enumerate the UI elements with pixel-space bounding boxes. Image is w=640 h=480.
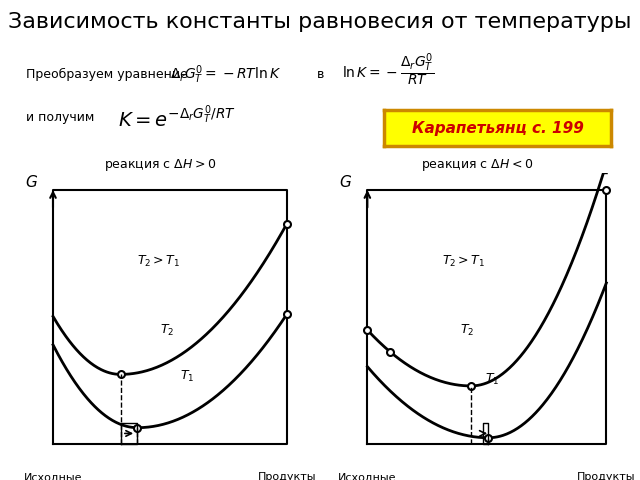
Text: $T_1$: $T_1$ [180,369,194,384]
Text: $T_2$: $T_2$ [460,323,474,338]
Text: Карапетьянц с. 199: Карапетьянц с. 199 [412,121,584,136]
Text: Продукты
реакции: Продукты реакции [257,472,316,480]
Text: в: в [317,68,324,81]
Text: и получим: и получим [26,111,94,124]
Text: $\Delta_r G_T^0 = -RT \ln K$: $\Delta_r G_T^0 = -RT \ln K$ [170,63,281,86]
Text: $G$: $G$ [339,174,351,190]
Text: $T_2$: $T_2$ [160,323,174,338]
Title: реакция с $\Delta H < 0$: реакция с $\Delta H < 0$ [420,157,533,173]
Text: Зависимость константы равновесия от температуры: Зависимость константы равновесия от темп… [8,12,632,32]
Text: $K = e^{-\Delta_r G_T^0/RT}$: $K = e^{-\Delta_r G_T^0/RT}$ [118,105,236,131]
Text: $G$: $G$ [25,174,38,190]
Text: Исходные
реагенты: Исходные реагенты [24,472,83,480]
Text: $T_2 > T_1$: $T_2 > T_1$ [442,254,486,269]
Text: $T_1$: $T_1$ [486,372,500,387]
Text: Продукты
реакции: Продукты реакции [577,472,636,480]
Text: $T_2 > T_1$: $T_2 > T_1$ [138,254,180,269]
Text: Исходные
реагенты: Исходные реагенты [338,472,397,480]
Title: реакция с $\Delta H > 0$: реакция с $\Delta H > 0$ [104,157,216,173]
Text: $\ln K = -\dfrac{\Delta_r G_T^0}{RT}$: $\ln K = -\dfrac{\Delta_r G_T^0}{RT}$ [342,51,435,88]
Text: Преобразуем уравнение: Преобразуем уравнение [26,68,188,81]
